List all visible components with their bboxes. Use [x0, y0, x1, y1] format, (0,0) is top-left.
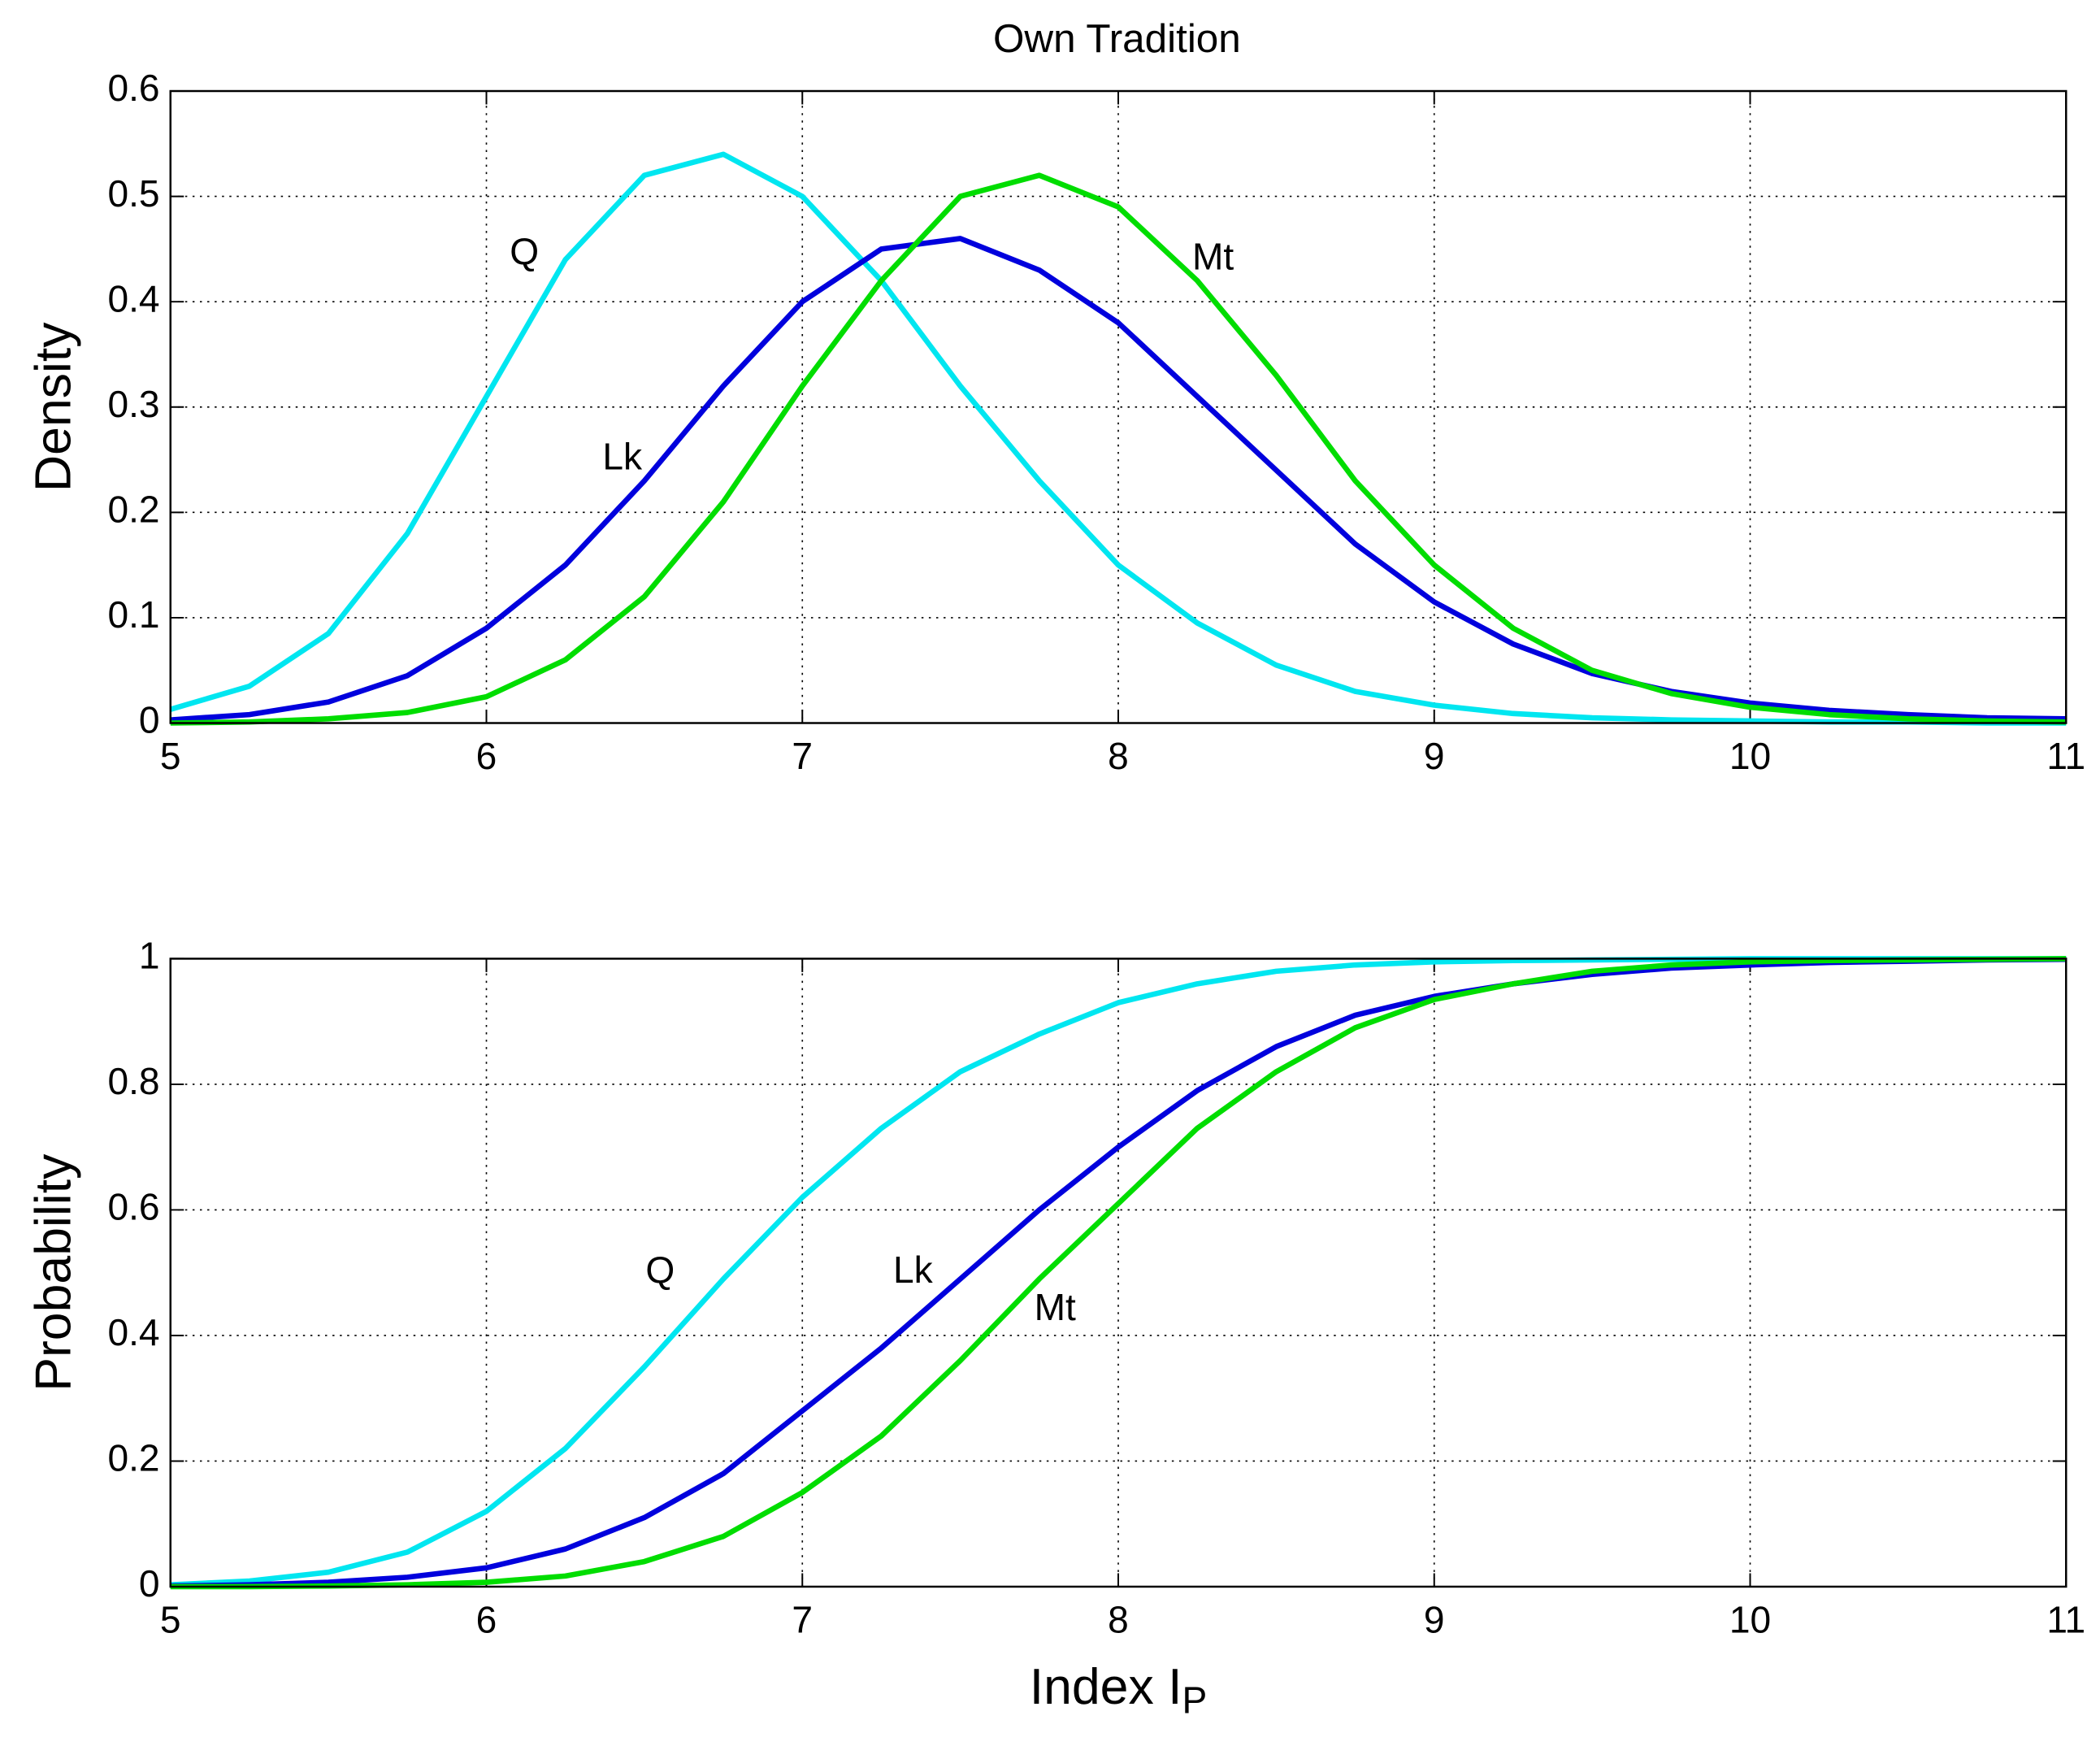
- series-line: [169, 151, 2067, 726]
- y-tick-label: 0.3: [107, 383, 159, 425]
- series-line: [170, 956, 2067, 1589]
- y-tick-label: 0.2: [107, 489, 159, 531]
- plot-area: [170, 91, 2067, 723]
- x-axis-label-main: Index I: [1030, 1657, 1182, 1714]
- y-tick-label: 1: [139, 935, 160, 977]
- curve-label: Mt: [1192, 236, 1234, 278]
- x-axis-label: Index IP: [1030, 1657, 1208, 1721]
- y-tick-label: 0.4: [107, 1311, 159, 1353]
- x-tick-label: 7: [792, 1599, 813, 1641]
- y-axis-label: Probability: [24, 1153, 81, 1392]
- x-tick-label: 9: [1424, 1599, 1445, 1641]
- series-line: [170, 236, 2067, 723]
- curve-label: Mt: [1035, 1286, 1076, 1328]
- y-tick-label: 0.1: [107, 593, 159, 636]
- y-tick-label: 0.4: [107, 277, 159, 319]
- y-tick-label: 0: [139, 1562, 160, 1605]
- y-tick-label: 0.6: [107, 67, 159, 109]
- axes-frame: [169, 958, 2067, 1588]
- y-tick-label: 0: [139, 699, 160, 741]
- x-tick-label: 10: [1729, 1599, 1771, 1641]
- plot-area: [170, 958, 2067, 1587]
- x-tick-label: 11: [2046, 1599, 2085, 1641]
- y-tick-label: 0.8: [107, 1060, 159, 1102]
- y-tick-label: 0.5: [107, 172, 159, 215]
- y-axis-label: Density: [24, 322, 81, 492]
- x-tick-label: 6: [476, 1599, 497, 1641]
- x-tick-label: 11: [2046, 735, 2085, 777]
- axes-frame: [169, 89, 2067, 724]
- x-tick-label: 7: [792, 735, 813, 777]
- chart-title: Own Tradition: [993, 16, 1241, 61]
- curve-label: Lk: [893, 1249, 934, 1291]
- curve-label: Q: [510, 230, 539, 272]
- x-tick-label: 10: [1729, 735, 1771, 777]
- x-tick-label: 5: [160, 735, 181, 777]
- y-tick-label: 0.2: [107, 1437, 159, 1479]
- curve-label: Q: [645, 1249, 675, 1291]
- x-tick-label: 6: [476, 735, 497, 777]
- x-tick-label: 8: [1108, 735, 1129, 777]
- x-tick-label: 5: [160, 1599, 181, 1641]
- series-line: [170, 956, 2067, 1590]
- curve-label: Lk: [602, 436, 643, 478]
- x-tick-label: 8: [1108, 1599, 1129, 1641]
- x-axis-label-subscript: P: [1182, 1679, 1208, 1721]
- x-tick-label: 9: [1424, 735, 1445, 777]
- series-line: [170, 172, 2067, 726]
- y-tick-label: 0.6: [107, 1186, 159, 1228]
